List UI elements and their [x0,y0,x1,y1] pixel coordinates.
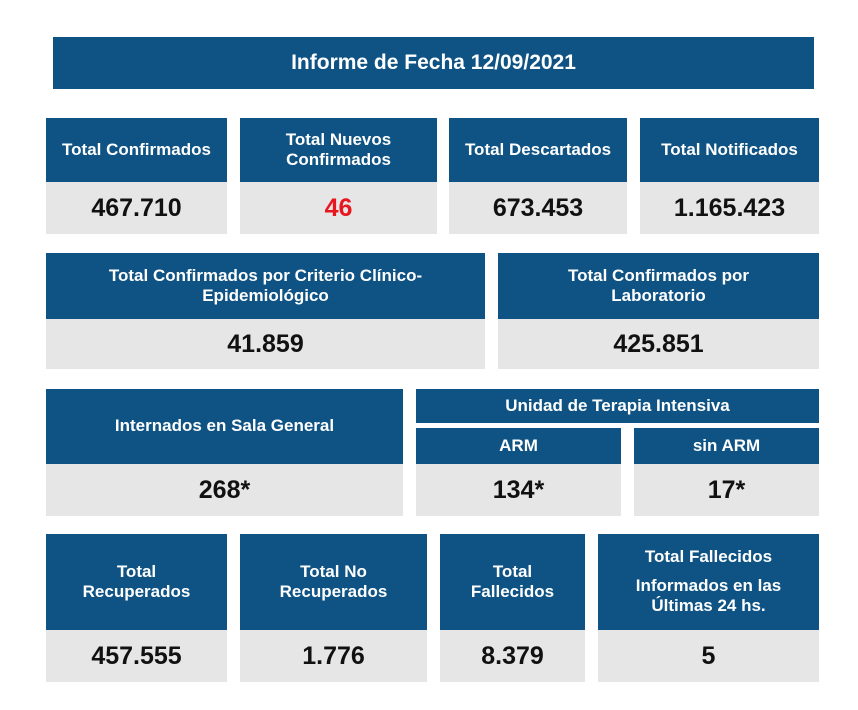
total-nuevos-confirmados-value: 46 [240,182,437,234]
total-confirmados-label: Total Confirmados [46,118,227,182]
arm-value: 134* [416,464,621,516]
report-title: Informe de Fecha 12/09/2021 [53,37,814,89]
fallecidos-24hs-value: 5 [598,630,819,682]
sin-arm-label: sin ARM [634,428,819,464]
total-fallecidos-label: Total Fallecidos [440,534,585,630]
confirmados-clinico-value: 41.859 [46,319,485,369]
total-notificados-value: 1.165.423 [640,182,819,234]
fallecidos-24hs-label-line1: Total Fallecidos [644,547,773,567]
total-descartados-value: 673.453 [449,182,627,234]
confirmados-laboratorio-label: Total Confirmados por Laboratorio [498,253,819,319]
uti-label: Unidad de Terapia Intensiva [416,389,819,423]
sala-general-value: 268* [46,464,403,516]
arm-label: ARM [416,428,621,464]
fallecidos-24hs-label: Total Fallecidos Informados en las Últim… [598,534,819,630]
total-descartados-label: Total Descartados [449,118,627,182]
fallecidos-24hs-label-line2: Informados en las Últimas 24 hs. [635,575,782,616]
total-no-recuperados-label: Total No Recuperados [240,534,427,630]
sin-arm-value: 17* [634,464,819,516]
confirmados-laboratorio-value: 425.851 [498,319,819,369]
sala-general-label: Internados en Sala General [46,389,403,464]
total-recuperados-value: 457.555 [46,630,227,682]
total-recuperados-label: Total Recuperados [46,534,227,630]
confirmados-clinico-label: Total Confirmados por Criterio Clínico-E… [46,253,485,319]
total-fallecidos-value: 8.379 [440,630,585,682]
total-nuevos-confirmados-label: Total Nuevos Confirmados [240,118,437,182]
total-no-recuperados-value: 1.776 [240,630,427,682]
total-confirmados-value: 467.710 [46,182,227,234]
total-notificados-label: Total Notificados [640,118,819,182]
